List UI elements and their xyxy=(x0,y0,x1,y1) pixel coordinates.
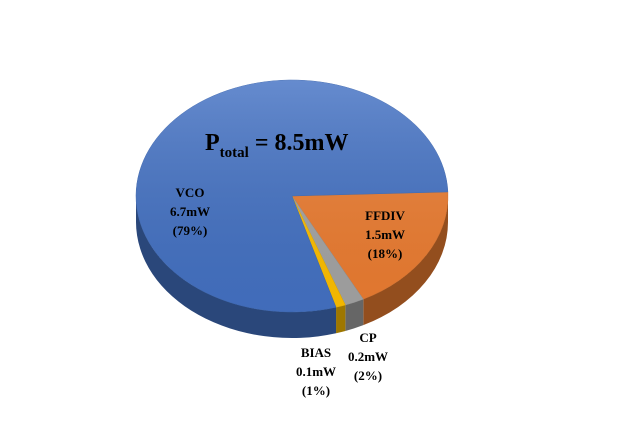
slice-name: BIAS xyxy=(301,345,331,360)
slice-name: VCO xyxy=(176,185,205,200)
labels: FFDIV 1.5mW (18%) CP 0.2mW (2%) BIAS 0.1mW (1%) V… xyxy=(170,185,406,398)
slice-percent: (1%) xyxy=(302,383,330,398)
slice-power: 1.5mW xyxy=(365,227,405,242)
slice-power: 0.1mW xyxy=(296,364,336,379)
slice-percent: (2%) xyxy=(354,368,382,383)
slice-percent: (79%) xyxy=(173,223,208,238)
slice-side xyxy=(336,305,346,334)
slice-name: FFDIV xyxy=(365,208,405,223)
slice-percent: (18%) xyxy=(368,246,403,261)
title-rest: = 8.5mW xyxy=(255,130,349,156)
title-sub: total xyxy=(220,145,249,161)
title-main: P xyxy=(205,130,220,156)
slice-power: 0.2mW xyxy=(348,349,388,364)
chart-title: Ptotal = 8.5mW xyxy=(205,130,349,161)
slice-name: CP xyxy=(359,330,376,345)
slice-power: 6.7mW xyxy=(170,204,210,219)
